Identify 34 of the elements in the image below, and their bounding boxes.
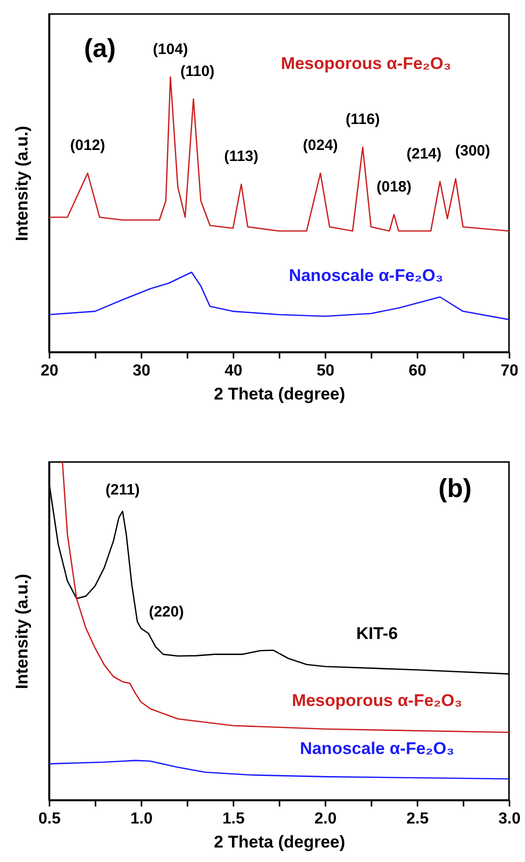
x-tick-label: 20 <box>40 362 58 380</box>
annotation: (012) <box>70 137 106 154</box>
annotation: (b) <box>438 473 472 503</box>
x-axis-title: 2 Theta (degree) <box>214 384 346 404</box>
series-label: Mesoporous α-Fe₂O₃ <box>292 691 462 710</box>
x-tick-label: 40 <box>224 362 242 380</box>
series-label: Nanoscale α-Fe₂O₃ <box>300 739 454 758</box>
x-tick-label: 2.5 <box>406 810 429 828</box>
annotation: (116) <box>346 111 380 128</box>
x-axis-title: 2 Theta (degree) <box>214 832 346 852</box>
series-label: KIT-6 <box>356 624 398 643</box>
annotation: (104) <box>152 40 188 58</box>
annotation: (211) <box>106 481 140 498</box>
annotation: (113) <box>224 148 258 166</box>
annotation: (214) <box>406 145 442 162</box>
x-tick-label: 1.0 <box>130 810 153 828</box>
x-tick-label: 3.0 <box>498 810 521 828</box>
x-tick-label: 30 <box>132 362 150 380</box>
x-tick-label: 1.5 <box>222 810 245 828</box>
text: (a) <box>84 33 116 63</box>
text: Mesoporous α-Fe₂O₃ <box>280 54 452 73</box>
x-tick-label: 60 <box>408 362 426 380</box>
x-tick-label: 0.5 <box>38 810 61 828</box>
annotation: (110) <box>180 62 215 80</box>
annotation: (018) <box>376 178 412 196</box>
series-label: Nanoscale α-Fe₂O₃ <box>288 266 444 285</box>
annotation: (220) <box>148 603 184 620</box>
y-axis-title: Intensity (a.u.) <box>12 126 32 242</box>
annotation: (300) <box>455 142 490 160</box>
x-tick-label: 2.0 <box>314 810 337 828</box>
annotation: (024) <box>302 137 338 154</box>
x-tick-label: 50 <box>316 362 334 380</box>
y-axis-title: Intensity (a.u.) <box>12 574 32 690</box>
x-tick-label: 70 <box>500 362 518 380</box>
